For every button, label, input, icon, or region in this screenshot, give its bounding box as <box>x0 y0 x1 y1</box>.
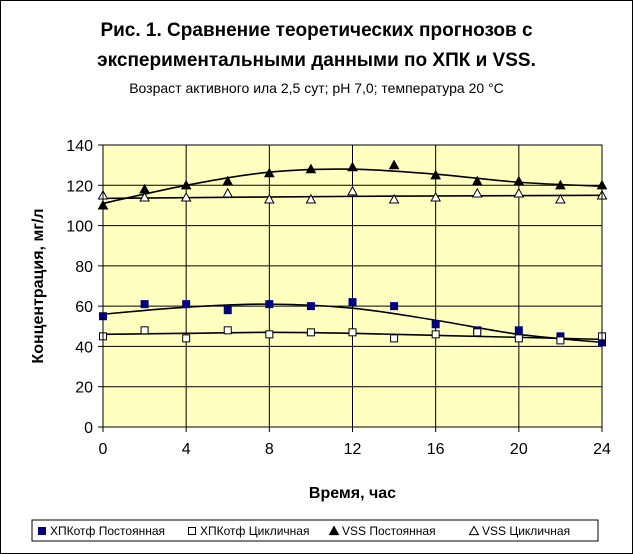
data-point-series-2 <box>430 169 442 180</box>
legend-entry-series-0: ХПКотф Постоянная <box>50 524 165 538</box>
data-point-series-2 <box>555 179 566 190</box>
x-tick-label: 12 <box>344 441 362 458</box>
data-point-series-1 <box>348 328 357 337</box>
legend-marker-series-0 <box>38 527 46 535</box>
x-tick-label: 0 <box>99 441 108 458</box>
data-point-series-3 <box>305 193 317 204</box>
legend-box <box>31 519 599 542</box>
y-tick-label: 40 <box>75 339 93 356</box>
data-point-series-2 <box>305 163 317 174</box>
legend-entry-series-1: ХПКотф Цикличная <box>200 524 309 538</box>
x-axis-label: Время, час <box>309 485 396 502</box>
y-axis-label: Концентрация, мг/л <box>30 208 47 363</box>
legend: ХПКотф Постоянная ХПКотф Цикличная VSS Пос… <box>31 519 599 542</box>
data-point-series-1 <box>306 328 315 337</box>
data-point-series-0 <box>182 300 191 309</box>
data-point-series-0 <box>514 326 523 335</box>
data-point-series-2 <box>471 175 483 186</box>
data-point-series-1 <box>473 328 482 337</box>
data-point-series-3 <box>139 191 150 202</box>
x-tick-label: 16 <box>427 441 445 458</box>
x-tick-label: 8 <box>265 441 274 458</box>
data-point-series-2 <box>222 175 234 186</box>
data-point-series-0 <box>140 300 149 309</box>
y-tick-label: 140 <box>66 138 93 155</box>
y-tick-label: 20 <box>75 380 93 397</box>
data-point-series-2 <box>263 167 275 178</box>
data-point-series-2 <box>388 159 400 170</box>
chart-title-line-2: экспериментальными данными по ХПК и VSS. <box>97 50 536 71</box>
data-point-series-3 <box>388 193 400 204</box>
chart-subtitle: Возраст активного ила 2,5 сут; pH 7,0; т… <box>129 80 504 96</box>
data-point-series-1 <box>182 334 191 343</box>
y-tick-label: 120 <box>66 178 93 195</box>
y-tick-label: 100 <box>66 219 93 236</box>
data-point-series-3 <box>347 185 358 196</box>
data-point-series-1 <box>223 326 232 335</box>
data-point-series-2 <box>347 161 358 172</box>
data-point-series-3 <box>180 191 192 202</box>
legend-entry-series-3: VSS Цикличная <box>482 524 570 538</box>
data-point-series-1 <box>140 326 149 335</box>
legend-marker-series-2 <box>328 525 340 536</box>
data-point-series-1 <box>556 336 565 345</box>
data-point-series-1 <box>514 334 523 343</box>
x-tick-label: 4 <box>182 441 191 458</box>
trend-line-series-3 <box>102 194 603 200</box>
data-point-series-0 <box>348 298 357 307</box>
y-tick-label: 60 <box>75 299 93 316</box>
tick-labels: 0 20 40 60 80 100 120 140 0 4 8 12 16 20 24 <box>66 138 611 458</box>
data-point-series-3 <box>555 193 566 204</box>
data-point-series-2 <box>180 179 192 190</box>
data-point-series-1 <box>390 334 399 343</box>
data-point-series-0 <box>431 320 440 329</box>
legend-entry-series-2: VSS Постоянная <box>342 524 436 538</box>
data-point-series-0 <box>390 302 399 311</box>
data-point-series-3 <box>430 191 442 202</box>
legend-marker-series-3 <box>468 525 480 536</box>
data-point-series-3 <box>471 187 483 198</box>
data-points <box>97 159 608 347</box>
data-point-series-3 <box>222 187 234 198</box>
data-point-series-1 <box>265 330 274 339</box>
data-point-series-0 <box>223 306 232 315</box>
y-tick-label: 80 <box>75 259 93 276</box>
data-point-series-3 <box>263 193 275 204</box>
y-tick-label: 0 <box>84 420 93 437</box>
data-point-series-1 <box>431 330 440 339</box>
data-point-series-0 <box>265 300 274 309</box>
data-point-series-3 <box>513 187 525 198</box>
chart-title-line-1: Рис. 1. Сравнение теоретических прогнозо… <box>100 20 533 41</box>
x-tick-label: 24 <box>593 441 611 458</box>
x-tick-label: 20 <box>510 441 528 458</box>
plot-border <box>102 144 603 428</box>
legend-marker-series-1 <box>188 527 196 535</box>
data-point-series-0 <box>306 302 315 311</box>
data-point-series-2 <box>513 175 525 186</box>
